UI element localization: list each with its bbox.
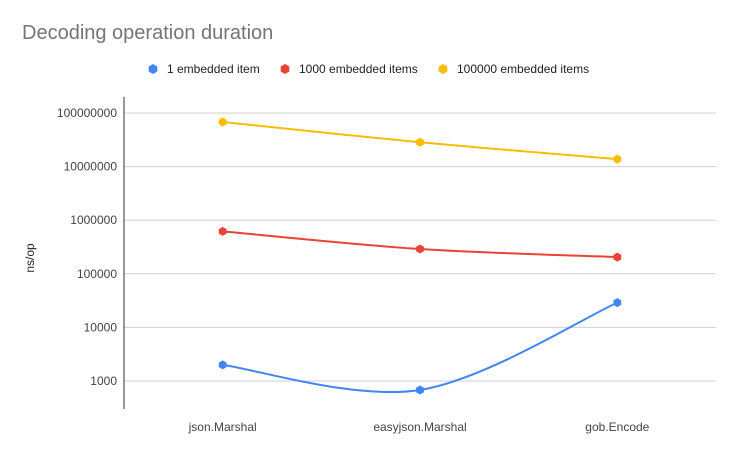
y-tick-label: 10000000 <box>64 160 118 174</box>
data-point <box>218 226 227 236</box>
legend-marker <box>438 64 448 74</box>
y-tick-label: 100000000 <box>57 106 117 120</box>
x-tick-label: easyjson.Marshal <box>373 420 466 434</box>
data-point <box>416 385 424 395</box>
data-point <box>218 117 227 127</box>
y-axis-ticks: 1000 10000 100000 1000000 10000000 100000000 <box>57 106 117 388</box>
y-tick-label: 1000 <box>90 374 117 388</box>
y-tick-label: 1000000 <box>70 213 117 227</box>
legend-marker <box>280 64 290 74</box>
data-point <box>218 360 227 370</box>
legend-marker <box>148 64 158 74</box>
legend-label: 100000 embedded items <box>457 62 589 76</box>
gridlines <box>124 112 716 382</box>
y-tick-label: 100000 <box>77 267 117 281</box>
data-point <box>613 154 622 164</box>
data-point <box>416 137 424 147</box>
x-tick-label: gob.Encode <box>585 420 649 434</box>
x-axis-ticks: json.Marshal easyjson.Marshal gob.Encode <box>188 420 650 434</box>
legend-label: 1 embedded item <box>167 62 260 76</box>
series-lines <box>222 120 618 394</box>
series-points <box>218 117 622 395</box>
data-point <box>416 244 424 254</box>
legend-label: 1000 embedded items <box>299 62 418 76</box>
data-point <box>613 252 622 262</box>
y-tick-label: 10000 <box>84 320 118 334</box>
legend: 1 embedded item 1000 embedded items 100000… <box>148 62 589 76</box>
chart-title: Decoding operation duration <box>22 22 274 44</box>
data-point <box>613 298 622 308</box>
x-tick-label: json.Marshal <box>188 420 257 434</box>
series-line <box>222 301 618 394</box>
y-axis-title: ns/op <box>23 243 37 273</box>
